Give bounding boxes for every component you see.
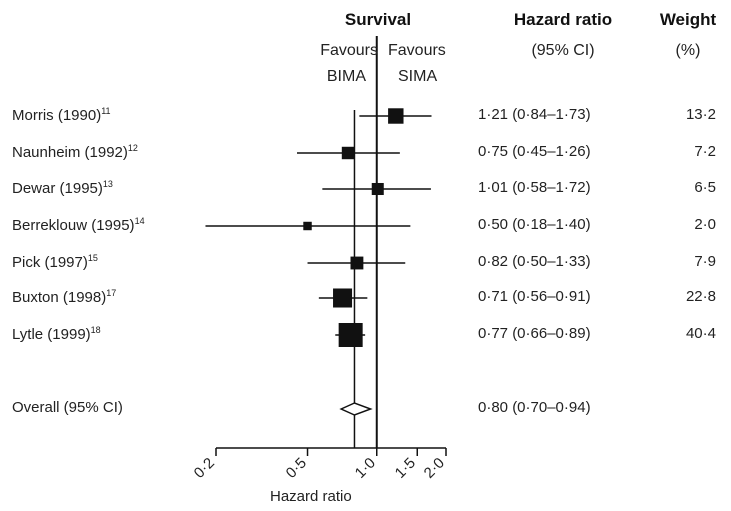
- study-reference: 13: [102, 179, 113, 189]
- overall-label: Overall (95% CI): [12, 399, 123, 416]
- header-favours-left: Favours: [320, 42, 378, 59]
- study-reference: 12: [127, 143, 138, 153]
- study-label: Buxton (1998)17: [12, 288, 116, 306]
- study-label: Dewar (1995)13: [12, 179, 113, 197]
- study-reference: 11: [101, 106, 111, 116]
- study-name: Lytle (1999): [12, 326, 91, 343]
- study-reference: 17: [106, 288, 117, 298]
- study-reference: 15: [87, 253, 98, 263]
- study-reference: 18: [90, 325, 101, 335]
- study-label: Lytle (1999)18: [12, 325, 101, 343]
- study-label: Naunheim (1992)12: [12, 143, 138, 161]
- header-hazard-ratio: Hazard ratio: [513, 10, 613, 29]
- study-ci-text: 1·21 (0·84–1·73): [478, 106, 591, 123]
- study-name: Buxton (1998): [12, 289, 107, 306]
- study-ci-text: 0·75 (0·45–1·26): [478, 143, 591, 160]
- header-favours-right: Favours: [388, 42, 446, 59]
- study-reference: 14: [134, 216, 145, 226]
- study-ci-text: 0·82 (0·50–1·33): [478, 253, 591, 270]
- estimate-square: [341, 146, 355, 160]
- header-weight-unit: (%): [675, 42, 701, 59]
- study-ci-text: 0·77 (0·66–0·89): [478, 325, 591, 342]
- study-weight-text: 7·2: [694, 143, 716, 160]
- study-ci-text: 0·50 (0·18–1·40): [478, 216, 591, 233]
- study-name: Dewar (1995): [12, 180, 103, 197]
- study-weight-text: 7·9: [694, 253, 716, 270]
- study-weight-text: 13·2: [685, 106, 716, 123]
- study-weight-text: 40·4: [685, 325, 716, 342]
- overall-ci-text: 0·80 (0·70–0·94): [478, 399, 591, 416]
- study-ci-text: 1·01 (0·58–1·72): [478, 179, 591, 196]
- study-weight-text: 22·8: [685, 288, 716, 305]
- header-ci: (95% CI): [531, 42, 595, 59]
- x-axis-title: Hazard ratio: [270, 488, 352, 505]
- estimate-square: [350, 256, 364, 270]
- study-ci-text: 0·71 (0·56–0·91): [478, 288, 591, 305]
- overall-diamond: [339, 402, 373, 416]
- study-label: Berreklouw (1995)14: [12, 216, 145, 234]
- study-label: Pick (1997)15: [12, 253, 98, 271]
- study-label: Morris (1990)11: [12, 106, 111, 124]
- study-name: Berreklouw (1995): [12, 217, 135, 234]
- study-name: Morris (1990): [12, 107, 102, 124]
- study-name: Pick (1997): [12, 254, 88, 271]
- study-weight-text: 2·0: [694, 216, 716, 233]
- estimate-square: [388, 108, 404, 124]
- estimate-square: [333, 288, 353, 308]
- header-survival: Survival: [344, 10, 412, 29]
- header-weight: Weight: [659, 10, 717, 29]
- header-favours-right-2: SIMA: [398, 68, 438, 85]
- estimate-square: [371, 182, 384, 196]
- study-weight-text: 6·5: [694, 179, 716, 196]
- estimate-square: [338, 323, 363, 347]
- estimate-square: [303, 221, 312, 231]
- header-favours-left-2: BIMA: [326, 68, 366, 85]
- study-name: Naunheim (1992): [12, 144, 128, 161]
